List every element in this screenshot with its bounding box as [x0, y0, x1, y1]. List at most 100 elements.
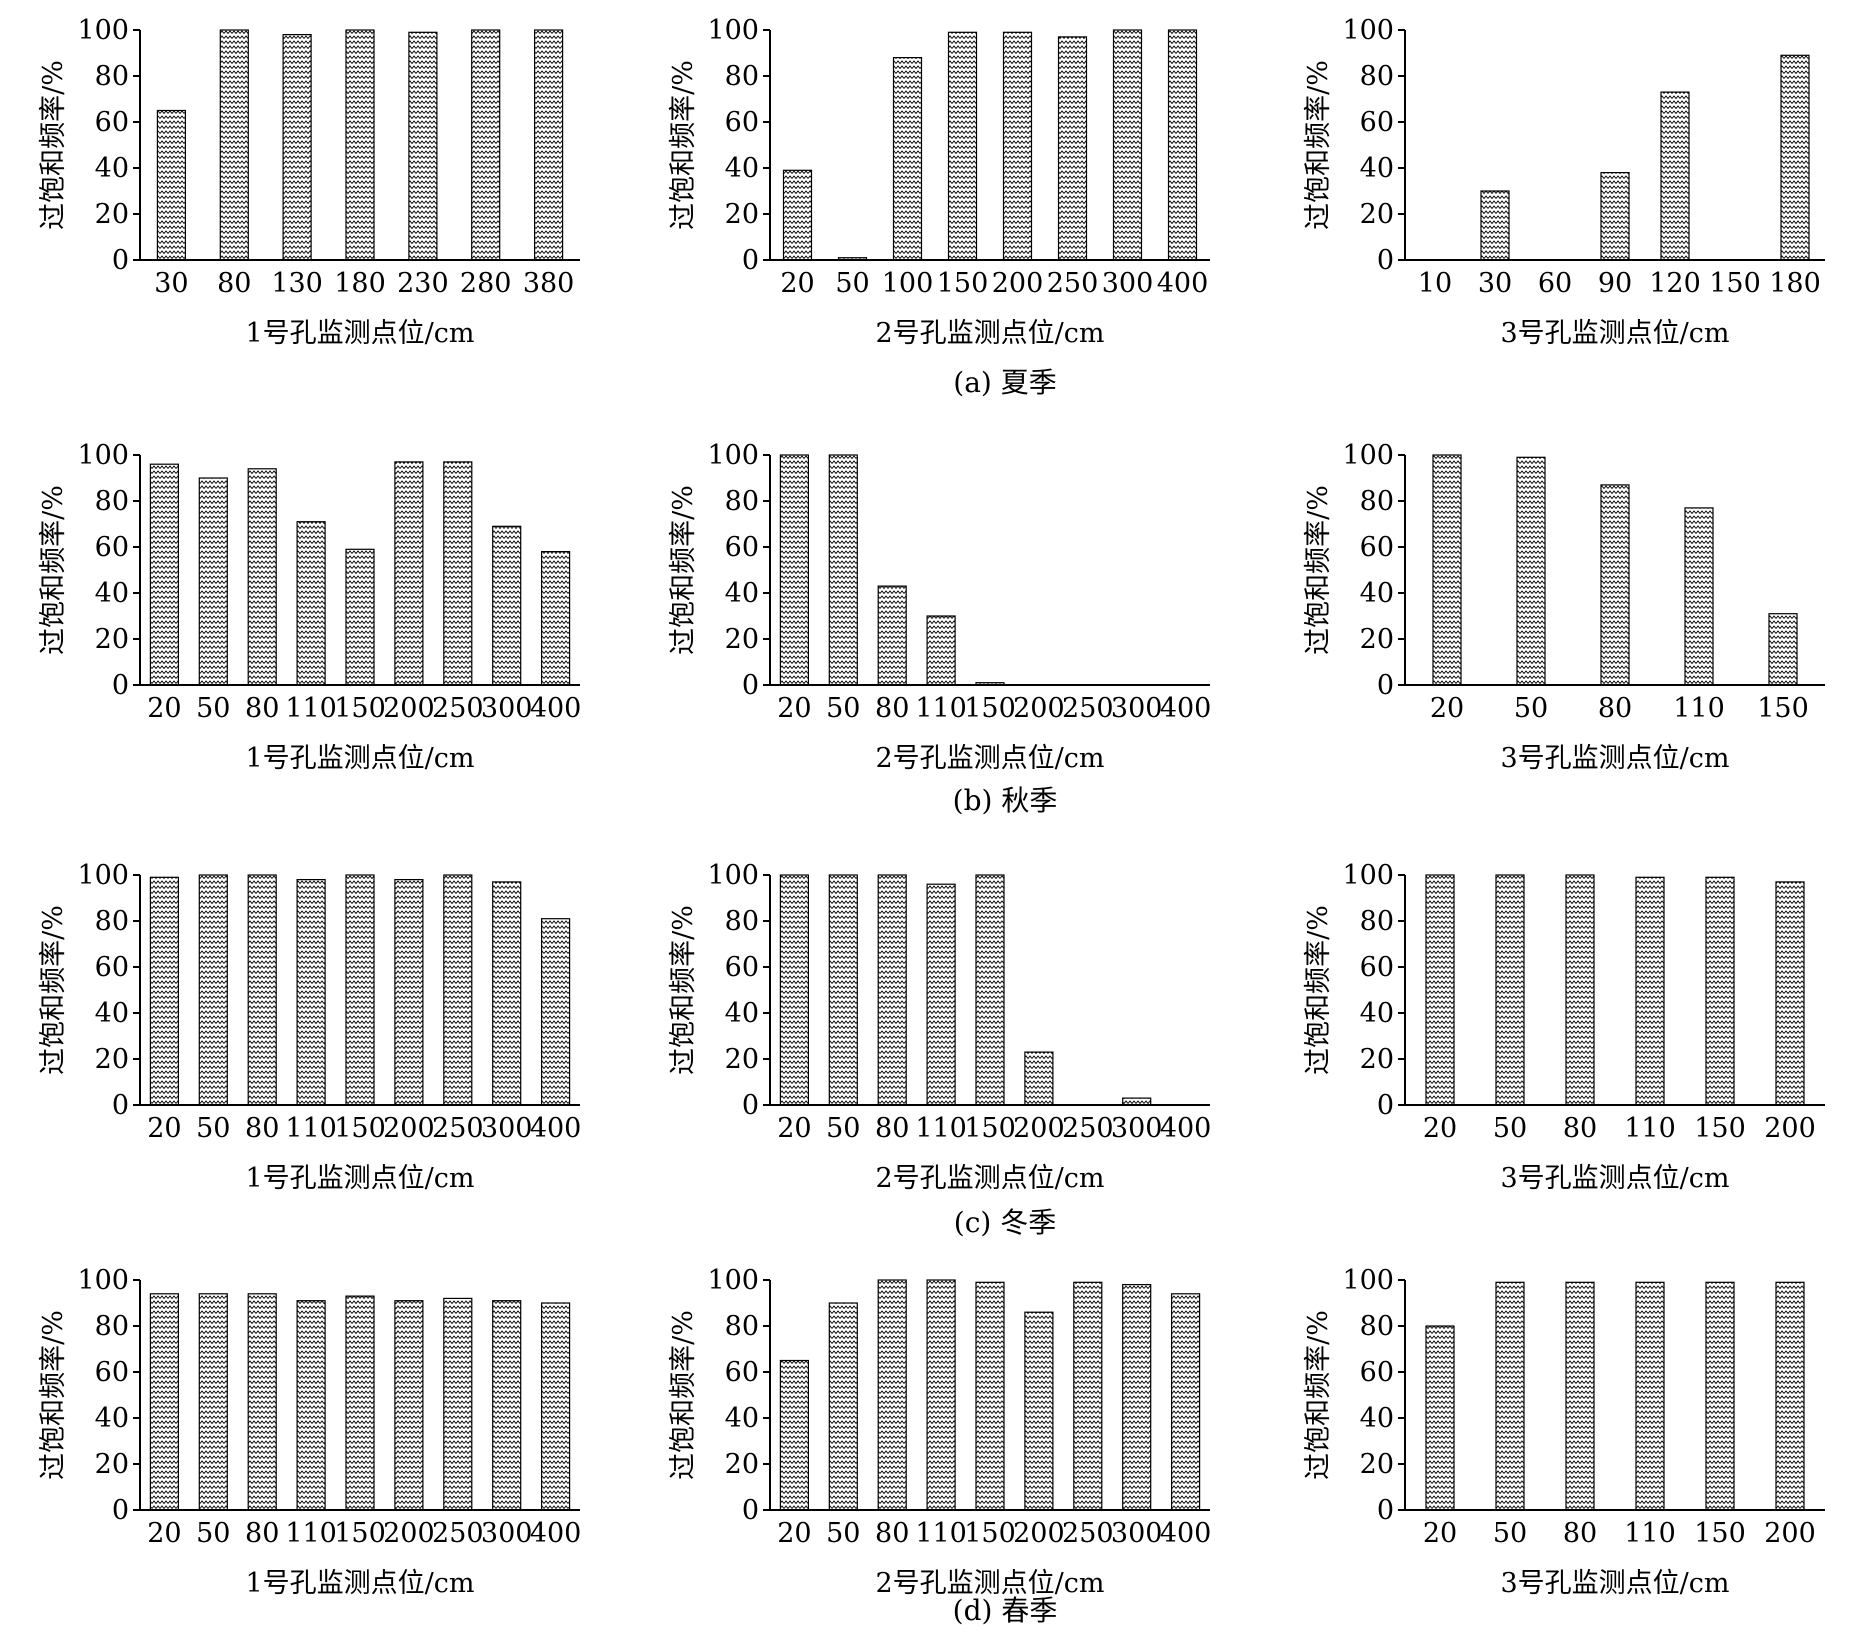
y-tick-label: 100	[77, 15, 129, 46]
y-tick-label: 40	[95, 153, 129, 184]
bar	[877, 874, 907, 1106]
x-tick-label: 50	[196, 1113, 230, 1144]
bar	[345, 1295, 375, 1511]
chart-panels: 30 80 130 180 230 280 380020406080100过饱和频率/%1号…	[38, 15, 1825, 1599]
x-tick-label: 400	[1160, 1518, 1212, 1549]
x-tick-label: 80	[875, 1518, 909, 1549]
chart-panel-d-1: 20 50 80 110150200250300400020406080100过饱和频…	[38, 1265, 581, 1599]
chart-panel-d-3: 20 50 80 110 150 200 0 20 40 60 80 100 过饱和频率/% 3号孔监测点…	[1303, 1265, 1825, 1599]
x-tick-label: 110	[915, 1518, 967, 1549]
x-tick-label: 150	[1694, 1518, 1746, 1549]
bar	[1684, 507, 1714, 686]
chart-panel-c-2: 20 50 80 110150200250300400020406080100过饱和频…	[668, 860, 1211, 1194]
x-tick-label: 200	[1013, 1518, 1065, 1549]
y-tick-label: 0	[112, 1495, 129, 1526]
x-tick-label: 80	[1563, 1518, 1597, 1549]
bar	[247, 468, 277, 686]
x-tick-label: 110	[1624, 1518, 1676, 1549]
y-tick-label: 40	[1360, 153, 1394, 184]
x-tick-label: 20	[780, 268, 814, 299]
bar	[492, 881, 522, 1106]
bar	[1660, 91, 1690, 261]
chart-panel-d-2: 20 50 80 110150200250300400020406080100过饱和频…	[668, 1265, 1211, 1599]
bar	[198, 1293, 228, 1511]
x-tick-label: 200	[383, 1518, 435, 1549]
y-tick-label: 40	[725, 998, 759, 1029]
bar	[926, 883, 956, 1106]
bar	[1705, 1281, 1735, 1511]
chart-panel-b-2: 20 50 80 110150200250300400020406080100过饱和频…	[668, 440, 1211, 774]
y-tick-label: 80	[95, 486, 129, 517]
x-tick-label: 20	[147, 1518, 181, 1549]
y-tick-label: 60	[725, 107, 759, 138]
y-tick-label: 60	[95, 952, 129, 983]
x-axis-title: 1号孔监测点位/cm	[246, 1568, 475, 1599]
bar	[533, 29, 564, 261]
x-tick-label: 110	[915, 1113, 967, 1144]
bar	[828, 1302, 858, 1511]
x-tick-label: 300	[1111, 1518, 1163, 1549]
bar	[149, 463, 179, 686]
x-tick-label: 250	[1062, 693, 1114, 724]
y-axis-title: 过饱和频率/%	[38, 905, 69, 1075]
bar	[1600, 484, 1630, 686]
bar	[1495, 874, 1525, 1106]
caption-autumn: (b) 秋季	[953, 784, 1058, 817]
y-tick-label: 40	[725, 153, 759, 184]
bar	[1705, 876, 1735, 1106]
bar	[877, 1279, 907, 1511]
y-tick-label: 20	[95, 1449, 129, 1480]
bar	[296, 521, 326, 686]
y-tick-label: 20	[725, 1044, 759, 1075]
x-tick-label: 150	[1694, 1113, 1746, 1144]
bar	[1768, 613, 1798, 686]
bar	[247, 1293, 277, 1511]
x-tick-label: 300	[481, 1518, 533, 1549]
x-tick-label: 60	[1538, 268, 1572, 299]
x-tick-label: 50	[1493, 1113, 1527, 1144]
x-tick-label: 110	[285, 693, 337, 724]
y-tick-label: 100	[707, 860, 759, 891]
x-tick-label: 400	[530, 1518, 582, 1549]
x-tick-label: 400	[1157, 268, 1209, 299]
x-tick-label: 80	[1563, 1113, 1597, 1144]
y-axis-title: 过饱和频率/%	[38, 485, 69, 655]
y-tick-label: 40	[725, 1403, 759, 1434]
bar	[394, 1300, 424, 1511]
y-tick-label: 100	[77, 860, 129, 891]
y-axis-title: 过饱和频率/%	[668, 485, 699, 655]
bar	[1122, 1097, 1152, 1106]
x-tick-label: 20	[1430, 693, 1464, 724]
bar	[1635, 1281, 1665, 1511]
y-axis-title: 过饱和频率/%	[668, 60, 699, 230]
bar	[1122, 1283, 1152, 1511]
x-tick-label: 50	[1514, 693, 1548, 724]
y-tick-label: 40	[1360, 1403, 1394, 1434]
x-tick-label: 150	[1757, 693, 1809, 724]
x-tick-label: 80	[875, 693, 909, 724]
x-tick-label: 20	[1423, 1113, 1457, 1144]
x-tick-label: 200	[383, 693, 435, 724]
y-tick-label: 0	[1377, 670, 1394, 701]
bar	[1057, 36, 1088, 261]
y-tick-label: 20	[1360, 1449, 1394, 1480]
x-tick-label: 150	[334, 693, 386, 724]
bar	[443, 874, 473, 1106]
x-tick-label: 250	[1062, 1113, 1114, 1144]
x-tick-label: 50	[826, 1518, 860, 1549]
x-tick-label: 200	[383, 1113, 435, 1144]
y-tick-label: 40	[95, 578, 129, 609]
x-tick-label: 300	[481, 1113, 533, 1144]
x-tick-label: 200	[1013, 693, 1065, 724]
x-axis-title: 1号孔监测点位/cm	[246, 1163, 475, 1194]
y-tick-label: 20	[95, 624, 129, 655]
y-tick-label: 80	[725, 61, 759, 92]
x-axis-title: 2号孔监测点位/cm	[876, 318, 1105, 349]
chart-panel-a-1: 30 80 130 180 230 280 380 0 20 40 60 80 100 过饱和频率/% 1号…	[38, 15, 580, 349]
y-tick-label: 20	[725, 624, 759, 655]
x-axis-title: 2号孔监测点位/cm	[876, 743, 1105, 774]
y-tick-label: 60	[1360, 1357, 1394, 1388]
bar	[296, 878, 326, 1106]
x-tick-label: 400	[1160, 693, 1212, 724]
x-tick-label: 80	[875, 1113, 909, 1144]
